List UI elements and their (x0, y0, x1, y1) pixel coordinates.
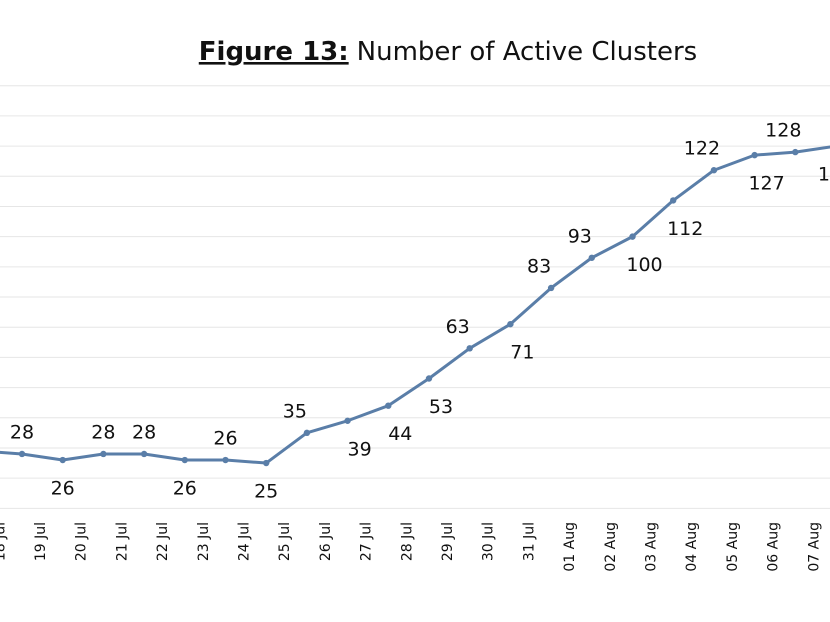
x-tick-label: 20 Jul (74, 522, 90, 561)
chart-title: Figure 13: Number of Active Clusters (199, 37, 697, 67)
title-text: Number of Active Clusters (357, 37, 698, 67)
value-label: 93 (568, 225, 592, 247)
x-tick-label: 18 Jul (0, 522, 8, 561)
value-label: 26 (213, 428, 237, 450)
value-label: 112 (667, 218, 703, 240)
value-label: 53 (429, 396, 453, 418)
point (140, 450, 148, 458)
value-label: 83 (527, 255, 551, 277)
x-tick-label: 24 Jul (237, 522, 253, 561)
x-tick-label: 22 Jul (155, 522, 171, 561)
point (222, 456, 229, 464)
point (547, 284, 555, 292)
value-label: 130 (818, 164, 830, 186)
point (507, 320, 514, 328)
x-tick-label: 07 Aug (806, 522, 822, 572)
value-label: 39 (348, 438, 372, 460)
value-label: 28 (10, 421, 34, 443)
title-label: Figure 13: (199, 37, 349, 67)
x-tick-label: 06 Aug (766, 522, 782, 572)
value-label: 28 (132, 421, 156, 443)
point (385, 402, 392, 409)
point (100, 450, 107, 458)
point (425, 375, 433, 382)
x-tick-label: 25 Jul (277, 522, 293, 561)
x-tick-label: 28 Jul (399, 522, 415, 561)
series-line (0, 145, 830, 465)
point (181, 456, 188, 464)
point (670, 197, 677, 204)
point (263, 459, 270, 467)
value-label: 122 (684, 138, 720, 160)
point (59, 456, 66, 464)
x-tick-label: 30 Jul (481, 522, 497, 561)
x-tick-label: 27 Jul (359, 522, 375, 561)
value-label: 100 (626, 254, 662, 276)
value-label: 127 (748, 173, 784, 195)
value-label: 26 (51, 478, 75, 500)
x-tick-label: 02 Aug (603, 522, 619, 572)
point (792, 148, 799, 156)
point (710, 167, 718, 174)
point (466, 345, 473, 352)
point (751, 151, 758, 159)
value-label: 128 (765, 120, 801, 142)
value-label: 28 (91, 421, 115, 443)
value-label: 44 (388, 423, 412, 445)
x-tick-label: 01 Aug (562, 522, 578, 572)
value-label: 63 (446, 316, 470, 338)
point (629, 233, 636, 240)
value-label: 25 (254, 481, 278, 503)
x-tick-label: 04 Aug (684, 522, 700, 572)
value-label: 71 (510, 342, 534, 364)
x-tick-label: 19 Jul (33, 522, 49, 561)
point (344, 417, 351, 424)
x-tick-label: 29 Jul (440, 522, 456, 561)
x-tick-label: 05 Aug (725, 522, 741, 572)
x-tick-label: 03 Aug (644, 522, 660, 572)
x-tick-label: 26 Jul (318, 522, 334, 561)
point (588, 254, 595, 261)
x-tick-label: 31 Jul (521, 522, 537, 561)
value-label: 26 (173, 478, 197, 500)
x-tick-label: 21 Jul (114, 522, 130, 561)
value-label: 35 (283, 400, 307, 422)
x-tick-label: 23 Jul (196, 522, 212, 561)
point (303, 429, 311, 437)
point (18, 450, 26, 458)
